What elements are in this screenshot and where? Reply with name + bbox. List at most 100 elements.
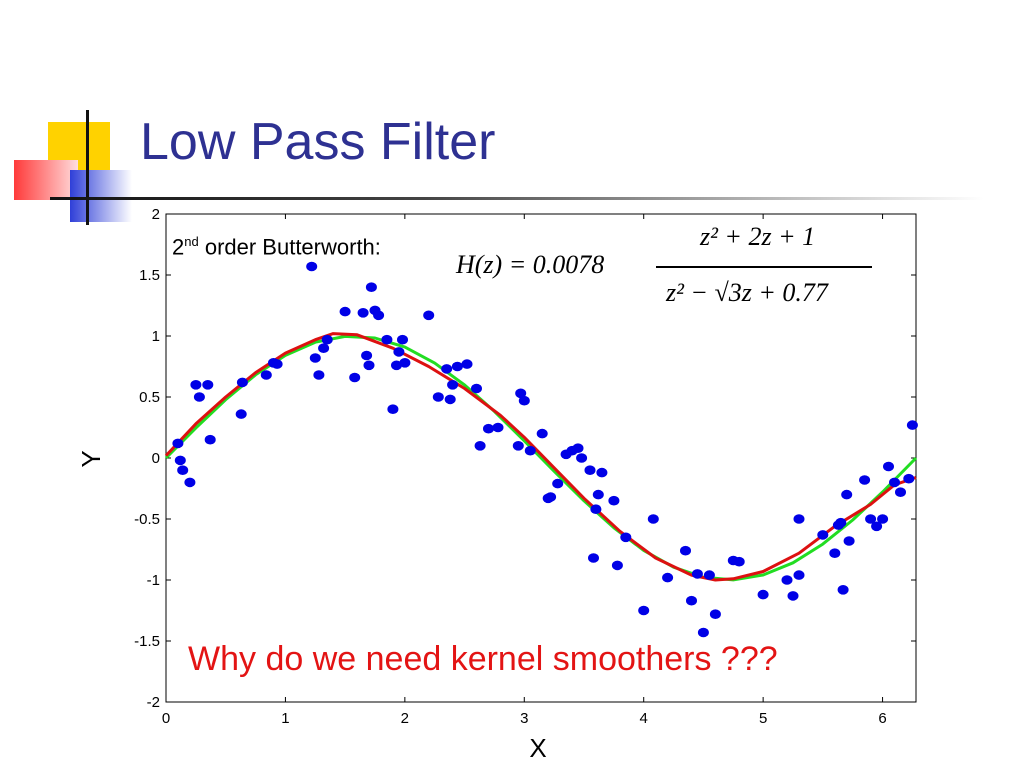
- filter-description: 2nd order Butterworth:: [172, 234, 381, 260]
- data-point-50: [552, 478, 564, 489]
- data-point-93: [903, 473, 915, 484]
- data-point-86: [859, 475, 871, 485]
- data-point-78: [793, 570, 805, 580]
- data-point-33: [432, 392, 444, 402]
- data-point-59: [596, 467, 608, 478]
- data-point-25: [373, 310, 385, 321]
- data-point-44: [515, 388, 527, 399]
- data-point-31: [399, 358, 411, 368]
- data-point-14: [309, 353, 321, 363]
- data-point-39: [471, 383, 482, 394]
- y-tick-label-0: -2: [147, 694, 160, 711]
- data-point-27: [387, 404, 399, 415]
- data-point-13: [306, 261, 318, 272]
- data-point-74: [757, 589, 769, 600]
- y-tick-label-1: -1.5: [134, 633, 160, 650]
- x-tick-label-3: 3: [520, 710, 528, 727]
- formula-fraction-bar: [656, 266, 872, 268]
- data-point-58: [592, 489, 604, 500]
- y-tick-label-5: 0.5: [139, 389, 160, 406]
- callout-question: Why do we need kernel smoothers ???: [188, 640, 778, 678]
- data-point-37: [451, 361, 463, 372]
- decoration-blue-square: [70, 170, 132, 222]
- data-point-4: [190, 380, 202, 390]
- decoration-vertical-line: [86, 110, 89, 225]
- data-point-47: [536, 428, 548, 439]
- formula-lhs: H(z) = 0.0078: [456, 250, 605, 279]
- true-curve-group: [164, 334, 918, 582]
- note-text: order Butterworth:: [198, 234, 381, 260]
- data-point-0: [172, 438, 184, 449]
- data-point-65: [662, 572, 674, 583]
- x-axis-label: X: [529, 733, 546, 763]
- data-point-28: [391, 360, 402, 371]
- x-tick-label-2: 2: [401, 710, 409, 727]
- data-point-85: [843, 536, 855, 546]
- data-point-69: [697, 627, 709, 638]
- data-point-34: [441, 364, 453, 374]
- data-point-66: [680, 545, 691, 556]
- note-order-number: 2: [172, 234, 185, 260]
- data-point-17: [321, 334, 333, 345]
- data-point-88: [871, 521, 883, 532]
- data-point-38: [461, 359, 473, 369]
- data-point-40: [474, 441, 486, 451]
- data-point-12: [271, 359, 283, 369]
- data-point-19: [349, 372, 361, 383]
- data-point-89: [877, 514, 889, 524]
- slide-title: Low Pass Filter: [140, 113, 496, 171]
- data-point-45: [518, 395, 530, 406]
- formula-denominator: z² − √3z + 0.77: [666, 278, 828, 307]
- data-point-62: [620, 532, 632, 543]
- data-point-91: [889, 477, 900, 488]
- filtered-curve-line: [164, 332, 917, 582]
- data-point-57: [590, 504, 602, 514]
- decoration-horizontal-line: [50, 197, 984, 200]
- data-point-7: [204, 434, 216, 445]
- data-point-29: [393, 347, 405, 357]
- data-point-22: [363, 360, 375, 371]
- data-point-64: [647, 514, 659, 524]
- data-point-75: [781, 575, 793, 585]
- data-point-42: [492, 422, 504, 433]
- data-point-60: [608, 495, 620, 506]
- data-point-80: [829, 548, 841, 558]
- data-point-87: [865, 514, 877, 524]
- y-axis-label: Y: [76, 450, 106, 467]
- data-point-18: [339, 306, 351, 317]
- data-point-92: [895, 487, 906, 498]
- data-point-35: [444, 394, 456, 405]
- data-point-83: [837, 585, 849, 595]
- data-point-61: [611, 560, 623, 571]
- y-tick-label-6: 1: [152, 328, 160, 345]
- data-point-2: [177, 465, 189, 476]
- data-point-23: [365, 282, 377, 293]
- y-tick-label-4: 0: [152, 450, 160, 467]
- x-tick-label-1: 1: [281, 710, 289, 727]
- data-point-56: [588, 553, 599, 563]
- data-point-82: [835, 517, 847, 528]
- data-point-41: [483, 423, 494, 434]
- data-point-3: [184, 477, 196, 488]
- data-point-73: [733, 556, 745, 567]
- data-point-70: [703, 570, 715, 580]
- x-tick-label-5: 5: [759, 710, 767, 727]
- x-tick-label-4: 4: [640, 710, 648, 727]
- decoration-red-square: [14, 160, 78, 200]
- data-point-9: [236, 377, 248, 388]
- data-point-20: [357, 308, 369, 318]
- data-point-36: [447, 380, 459, 390]
- data-point-94: [906, 420, 918, 430]
- data-point-32: [423, 310, 435, 321]
- y-tick-label-3: -0.5: [134, 511, 160, 528]
- data-point-71: [709, 609, 721, 619]
- data-point-63: [638, 605, 650, 616]
- data-point-46: [524, 445, 536, 456]
- data-points-group: [172, 261, 918, 638]
- data-point-8: [235, 409, 247, 419]
- data-point-53: [572, 443, 584, 454]
- axis-ticks: 0 1 2 3 4 5 6 -2 -1.5 -1 -0.5 0 0.5 1 1.5 2: [134, 206, 916, 727]
- data-point-67: [686, 595, 697, 606]
- x-tick-label-6: 6: [878, 710, 886, 727]
